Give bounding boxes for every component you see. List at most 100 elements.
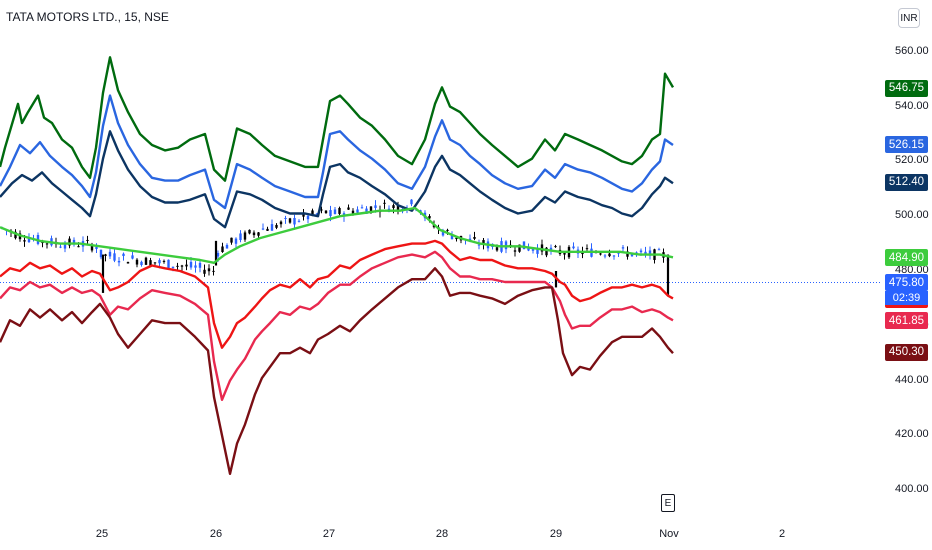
candle-body	[644, 251, 647, 254]
earnings-event-marker[interactable]: E	[661, 494, 675, 512]
candle-body	[198, 262, 202, 268]
x-tick-label: 26	[209, 528, 223, 540]
candle-body	[252, 232, 256, 236]
candle-body	[162, 260, 166, 262]
candle-body	[473, 236, 476, 239]
band-line-6	[0, 267, 674, 475]
candle-body	[599, 253, 602, 255]
candle-body	[657, 249, 661, 251]
candle-body	[554, 246, 557, 248]
candle-body	[585, 248, 589, 250]
band-line-3	[0, 206, 674, 264]
candle-body	[347, 207, 350, 210]
candle-body	[23, 240, 26, 242]
candle-body	[572, 246, 575, 249]
candle-body	[311, 210, 314, 215]
candle-body	[266, 228, 269, 231]
y-tick-label: 440.00	[895, 373, 929, 386]
x-tick-label: 2	[778, 528, 786, 540]
candle-body	[194, 265, 197, 268]
x-tick-label: 27	[322, 528, 336, 540]
candle-body	[261, 228, 265, 230]
candle-body	[113, 253, 116, 261]
candle-body	[477, 244, 481, 246]
candle-body	[212, 270, 215, 272]
candle-body	[603, 255, 607, 257]
candle-body	[482, 240, 485, 246]
candle-body	[176, 265, 179, 267]
candle-body	[95, 247, 98, 249]
candle-body	[45, 243, 49, 245]
candle-body	[126, 262, 130, 264]
x-tick-label: 29	[549, 528, 563, 540]
y-tick-label: 400.00	[895, 483, 929, 496]
price-badge: 484.90	[885, 249, 928, 267]
candle-body	[324, 210, 328, 214]
candle-body	[369, 206, 373, 213]
price-badge: 450.30	[885, 343, 928, 361]
candle-body	[639, 250, 643, 253]
candle-body	[243, 232, 247, 240]
candle-body	[14, 231, 17, 239]
candle-body	[72, 239, 76, 245]
candle-body	[320, 209, 323, 211]
candle-body	[234, 238, 238, 244]
candle-body	[207, 268, 211, 272]
candle-body	[185, 264, 188, 267]
candle-body	[122, 253, 125, 257]
y-tick-label: 560.00	[895, 44, 929, 57]
y-tick-label: 520.00	[895, 154, 929, 167]
candle-body	[189, 261, 193, 268]
candle-body	[230, 237, 233, 243]
y-tick-label: 540.00	[895, 99, 929, 112]
candle-body	[117, 260, 121, 263]
candle-body	[288, 218, 292, 223]
candle-body	[545, 247, 548, 256]
candle-body	[297, 220, 301, 222]
candle-body	[392, 205, 395, 209]
currency-button[interactable]: INR	[898, 8, 920, 28]
candle-body	[563, 253, 566, 255]
candle-body	[90, 244, 94, 251]
y-tick-label: 500.00	[895, 209, 929, 222]
candle-body	[306, 215, 310, 220]
candle-body	[630, 253, 634, 257]
candle-body	[140, 261, 143, 266]
candle-body	[248, 229, 251, 234]
candle-body	[180, 265, 184, 267]
candle-body	[99, 249, 103, 258]
candle-body	[275, 224, 278, 228]
candle-body	[333, 209, 337, 215]
candle-body	[518, 244, 521, 252]
candle-body	[396, 205, 400, 211]
candle-body	[225, 244, 229, 249]
y-tick-label: 480.00	[895, 264, 929, 276]
candle-body	[441, 231, 445, 236]
candle-body	[279, 221, 283, 225]
candle-body	[270, 224, 274, 231]
candle-body	[612, 255, 616, 257]
candle-body	[302, 213, 305, 217]
candle-body	[144, 257, 148, 265]
candle-body	[621, 247, 625, 249]
candle-body	[549, 247, 553, 251]
candle-body	[635, 252, 638, 254]
candle-body	[108, 251, 112, 257]
symbol-title: TATA MOTORS LTD., 15, NSE	[6, 10, 169, 24]
candle-body	[351, 210, 355, 215]
band-line-0	[0, 56, 675, 182]
candle-body	[171, 266, 175, 268]
candle-body	[153, 262, 157, 264]
band-line-2	[0, 130, 674, 229]
candle-body	[531, 248, 535, 251]
candle-body	[374, 205, 377, 208]
candle-body	[293, 217, 296, 225]
x-tick-label: Nov	[659, 528, 679, 540]
candle-body	[86, 239, 89, 241]
candle-body	[329, 210, 332, 217]
candle-body	[536, 248, 539, 254]
candle-body	[68, 238, 71, 246]
candle-body	[167, 259, 170, 269]
candle-body	[608, 253, 611, 257]
